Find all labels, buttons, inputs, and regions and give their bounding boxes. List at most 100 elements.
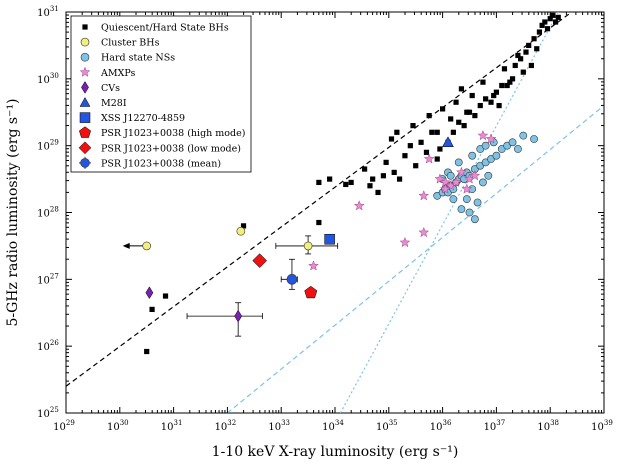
- bh-point: [394, 129, 400, 135]
- bh-point: [380, 173, 387, 179]
- bh-point: [418, 139, 424, 145]
- y-tick-label: 1028: [37, 206, 59, 220]
- bh-point: [488, 99, 494, 105]
- bh-point: [477, 102, 483, 109]
- series-group: [144, 12, 561, 355]
- xss-point: [324, 233, 335, 245]
- psr-low-point: [252, 253, 268, 268]
- bh-point: [491, 92, 497, 99]
- y-tick-exponent: 26: [50, 339, 59, 347]
- bh-point: [370, 176, 376, 182]
- bh-point: [512, 62, 518, 69]
- bh-point: [499, 82, 505, 89]
- bh-point: [361, 166, 368, 172]
- bh-point: [437, 146, 443, 152]
- correlation-line: [66, 12, 573, 387]
- amxp-point: [477, 129, 489, 141]
- x-tick-label: 1039: [591, 419, 613, 433]
- bh-point: [423, 149, 430, 155]
- bh-point: [327, 176, 333, 182]
- x-tick-exponent: 30: [120, 419, 129, 427]
- amxp-point: [423, 153, 435, 164]
- legend-marker: [79, 66, 91, 77]
- ns-point: [530, 135, 538, 143]
- bh-point: [429, 129, 435, 135]
- correlation-line: [227, 105, 604, 413]
- ns-point: [484, 171, 493, 180]
- amxp-point: [469, 170, 481, 181]
- ns-point: [479, 178, 487, 187]
- ns-point: [519, 131, 528, 140]
- bh-point: [539, 22, 545, 28]
- bh-point: [410, 123, 416, 129]
- bh-point: [343, 181, 349, 188]
- bh-point: [458, 86, 465, 92]
- bh-point: [520, 69, 526, 75]
- series-group: [442, 136, 454, 147]
- ns-point: [473, 198, 482, 207]
- bh-point: [531, 36, 537, 42]
- amxp-point: [308, 260, 319, 271]
- ns-point: [468, 151, 477, 160]
- bh-point: [240, 223, 247, 229]
- legend-label: PSR J1023+0038 (low mode): [101, 143, 241, 154]
- series-group: [433, 131, 538, 224]
- bh-point: [469, 92, 475, 99]
- x-tick-exponent: 33: [281, 419, 290, 427]
- upper-limit-arrowhead: [122, 242, 130, 249]
- bh-point: [413, 163, 419, 169]
- y-tick-exponent: 27: [50, 272, 59, 280]
- ns-point: [454, 158, 463, 167]
- ns-point: [449, 195, 458, 204]
- ns-point: [470, 215, 479, 224]
- bh-point: [480, 79, 486, 85]
- bh-point: [464, 109, 470, 115]
- bh-point: [434, 129, 440, 135]
- bh-point: [466, 109, 473, 115]
- bh-point: [367, 183, 373, 189]
- bh-point: [448, 116, 454, 122]
- series-group: [308, 129, 497, 271]
- cv-point: [234, 309, 243, 323]
- legend-marker: [79, 112, 91, 123]
- bh-point: [407, 143, 413, 149]
- y-tick-label: 1029: [37, 139, 59, 153]
- bh-point: [316, 219, 322, 226]
- psr-high-point: [304, 285, 318, 299]
- bh-point: [504, 82, 510, 89]
- cv-point: [145, 286, 154, 300]
- amxp-point: [485, 133, 497, 144]
- legend-marker: [80, 52, 90, 62]
- legend-label: Cluster BHs: [101, 38, 160, 49]
- legend-marker: [78, 141, 92, 155]
- bh-point: [144, 348, 150, 355]
- bh-point: [544, 26, 551, 32]
- legend-label: CVs: [101, 83, 120, 94]
- psr-mean-point: [286, 274, 298, 285]
- x-tick-exponent: 37: [496, 419, 505, 427]
- legend-marker: [82, 24, 88, 30]
- bh-point: [402, 153, 408, 159]
- legend-marker: [78, 126, 92, 138]
- x-tick-exponent: 38: [550, 419, 559, 427]
- legend-label: Quiescent/Hard State BHs: [101, 23, 229, 34]
- bh-point: [316, 179, 322, 186]
- series-group: [252, 253, 268, 268]
- bh-point: [547, 16, 553, 22]
- bh-point: [483, 96, 489, 102]
- x-tick-exponent: 32: [227, 419, 236, 427]
- bh-point: [518, 56, 524, 62]
- x-tick-label: 1034: [322, 419, 344, 433]
- cluster-bh-point: [142, 241, 151, 251]
- legend-label: AMXPs: [100, 68, 135, 79]
- bh-point: [493, 89, 499, 95]
- x-tick-label: 1033: [268, 419, 290, 433]
- bh-point: [496, 102, 502, 109]
- bh-point: [456, 119, 462, 125]
- legend-marker: [79, 96, 91, 107]
- bh-point: [375, 189, 381, 196]
- series-group: [280, 258, 298, 290]
- ns-point: [492, 151, 501, 160]
- legend-label: PSR J1023+0038 (high mode): [101, 128, 245, 139]
